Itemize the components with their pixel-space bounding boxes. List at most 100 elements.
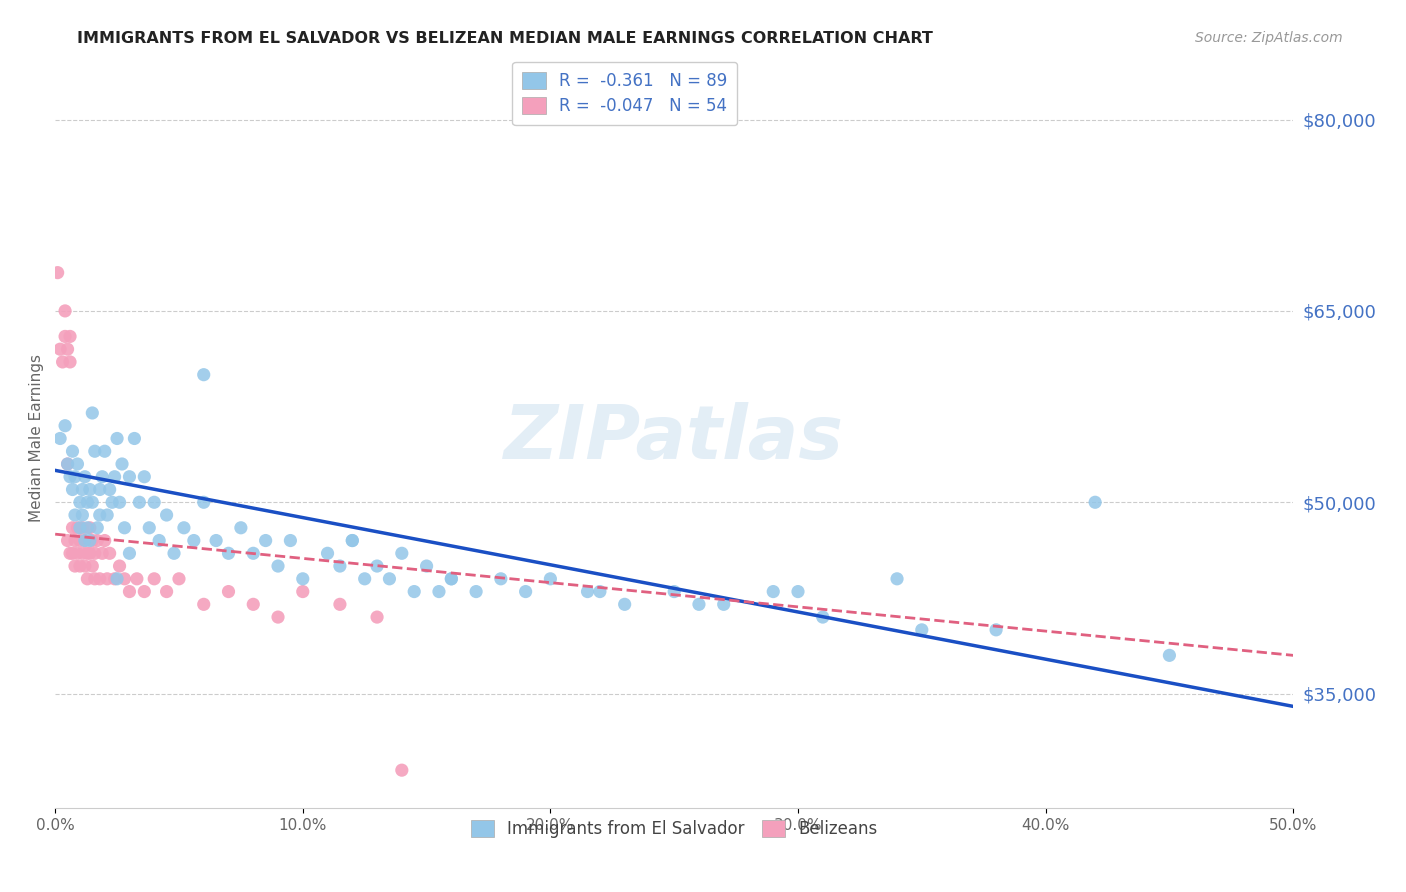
Point <box>72 521 94 535</box>
Point <box>79 546 101 560</box>
Point <box>62 546 84 560</box>
Point <box>108 559 131 574</box>
Point <box>59 355 82 369</box>
Point <box>82 533 104 548</box>
Point <box>89 483 111 497</box>
Point <box>155 508 177 522</box>
Point <box>73 533 96 548</box>
Point <box>56 457 79 471</box>
Point <box>98 483 121 497</box>
Point <box>76 495 98 509</box>
Point <box>688 597 710 611</box>
Legend: Immigrants from El Salvador, Belizeans: Immigrants from El Salvador, Belizeans <box>464 813 884 845</box>
Point <box>69 521 91 535</box>
Point <box>155 584 177 599</box>
Point <box>427 584 450 599</box>
Point <box>82 406 104 420</box>
Point <box>316 546 339 560</box>
Point <box>148 533 170 548</box>
Point <box>218 546 240 560</box>
Point <box>342 533 364 548</box>
Point <box>613 597 636 611</box>
Point <box>134 584 156 599</box>
Point <box>118 469 141 483</box>
Point <box>72 483 94 497</box>
Point <box>108 495 131 509</box>
Point <box>538 572 561 586</box>
Point <box>76 546 98 560</box>
Point <box>515 584 537 599</box>
Point <box>59 469 82 483</box>
Point <box>114 521 136 535</box>
Point <box>56 457 79 471</box>
Point <box>183 533 205 548</box>
Point <box>73 469 96 483</box>
Point <box>440 572 463 586</box>
Point <box>56 342 79 356</box>
Point <box>82 559 104 574</box>
Point <box>98 546 121 560</box>
Point <box>86 533 108 548</box>
Point <box>56 533 79 548</box>
Point <box>91 546 114 560</box>
Point <box>93 533 115 548</box>
Point <box>173 521 195 535</box>
Point <box>415 559 437 574</box>
Point <box>83 444 105 458</box>
Point <box>72 508 94 522</box>
Point <box>193 597 215 611</box>
Point <box>138 521 160 535</box>
Point <box>229 521 252 535</box>
Point <box>242 597 264 611</box>
Point <box>329 559 352 574</box>
Point <box>342 533 364 548</box>
Point <box>69 533 91 548</box>
Point <box>353 572 375 586</box>
Point <box>366 610 388 624</box>
Point <box>118 546 141 560</box>
Point <box>267 610 290 624</box>
Point <box>762 584 785 599</box>
Point <box>96 572 118 586</box>
Point <box>111 457 134 471</box>
Point <box>391 763 413 777</box>
Point <box>62 483 84 497</box>
Point <box>291 572 314 586</box>
Point <box>134 469 156 483</box>
Point <box>66 546 89 560</box>
Point <box>576 584 599 599</box>
Point <box>105 572 128 586</box>
Point <box>465 584 488 599</box>
Point <box>63 533 86 548</box>
Point <box>93 444 115 458</box>
Point <box>63 508 86 522</box>
Point <box>104 572 127 586</box>
Point <box>811 610 834 624</box>
Point <box>167 572 190 586</box>
Point <box>193 495 215 509</box>
Point <box>59 329 82 343</box>
Point <box>589 584 612 599</box>
Point <box>143 495 166 509</box>
Point <box>984 623 1007 637</box>
Point <box>218 584 240 599</box>
Point <box>118 584 141 599</box>
Point <box>242 546 264 560</box>
Point <box>440 572 463 586</box>
Point <box>124 432 146 446</box>
Point <box>291 584 314 599</box>
Y-axis label: Median Male Earnings: Median Male Earnings <box>30 354 44 523</box>
Point <box>280 533 302 548</box>
Point <box>69 559 91 574</box>
Point <box>267 559 290 574</box>
Point <box>96 508 118 522</box>
Point <box>114 572 136 586</box>
Point <box>254 533 277 548</box>
Point <box>104 469 127 483</box>
Point <box>73 533 96 548</box>
Point <box>66 457 89 471</box>
Point <box>787 584 810 599</box>
Point <box>63 559 86 574</box>
Point <box>143 572 166 586</box>
Point <box>664 584 686 599</box>
